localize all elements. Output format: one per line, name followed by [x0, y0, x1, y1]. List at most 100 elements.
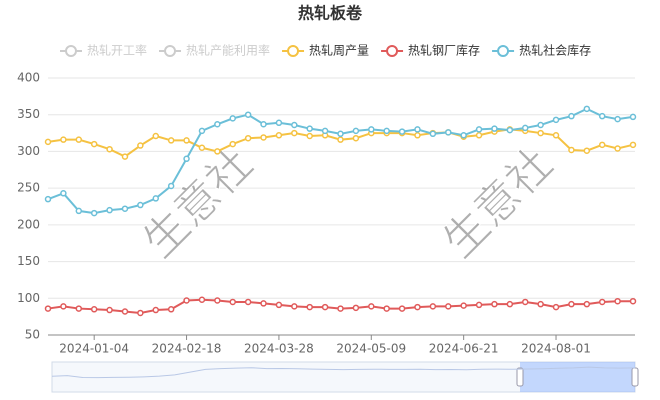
- legend-icon: [65, 45, 77, 57]
- x-tick-label: 2024-05-09: [336, 342, 406, 356]
- zoom-handle[interactable]: [516, 367, 524, 387]
- data-point: [460, 302, 467, 309]
- data-point: [506, 126, 514, 134]
- data-point: [629, 113, 637, 121]
- data-point: [121, 205, 129, 212]
- data-point: [629, 141, 637, 149]
- watermark: 生意社: [434, 139, 563, 268]
- data-point: [460, 132, 467, 139]
- data-point: [521, 298, 529, 306]
- data-point: [306, 303, 313, 311]
- data-point: [429, 130, 437, 138]
- data-point: [568, 300, 575, 308]
- y-tick-label: 150: [17, 254, 40, 268]
- data-point: [598, 112, 606, 120]
- data-point: [106, 206, 113, 214]
- data-point: [583, 300, 591, 308]
- data-point: [260, 134, 267, 141]
- legend-icon: [164, 45, 177, 57]
- x-tick-label: 2024-06-21: [429, 342, 499, 356]
- data-point: [321, 303, 329, 311]
- data-point: [214, 148, 221, 155]
- data-point: [167, 306, 175, 313]
- data-point: [137, 309, 144, 317]
- data-point: [614, 115, 621, 123]
- data-point: [75, 136, 83, 143]
- data-point: [229, 298, 236, 306]
- data-point: [44, 305, 52, 312]
- data-point: [90, 140, 98, 148]
- data-point: [152, 132, 160, 140]
- data-point: [568, 146, 575, 154]
- legend-label[interactable]: 热轧产能利用率: [186, 43, 270, 58]
- data-point: [198, 127, 206, 135]
- legend-icon: [386, 45, 399, 57]
- y-tick-label: 300: [17, 144, 40, 158]
- data-point: [244, 134, 252, 142]
- legend-label[interactable]: 热轧开工率: [87, 43, 147, 58]
- data-point: [183, 297, 190, 304]
- x-tick-label: 2024-01-04: [59, 342, 129, 356]
- data-point: [244, 111, 252, 118]
- watermark: 生意社: [134, 139, 263, 268]
- data-point: [183, 155, 190, 163]
- data-point: [398, 305, 406, 312]
- data-point: [75, 207, 83, 215]
- data-point: [491, 300, 498, 308]
- data-point: [398, 128, 406, 135]
- legend-label[interactable]: 热轧钢厂库存: [408, 43, 480, 58]
- data-point: [106, 306, 113, 314]
- data-point: [167, 137, 175, 144]
- data-point: [352, 304, 360, 312]
- data-point: [121, 153, 129, 160]
- data-point: [229, 140, 236, 148]
- data-point: [275, 119, 283, 127]
- data-point: [552, 303, 560, 311]
- zoom-window[interactable]: [520, 362, 635, 392]
- data-point: [521, 124, 529, 132]
- y-tick-label: 100: [17, 291, 40, 305]
- zoom-handle[interactable]: [631, 367, 639, 387]
- data-point: [552, 116, 560, 124]
- data-point: [260, 300, 267, 307]
- data-point: [275, 132, 283, 139]
- data-point: [537, 129, 544, 137]
- legend-label[interactable]: 热轧社会库存: [519, 43, 591, 58]
- data-point: [137, 201, 144, 209]
- data-point: [614, 145, 621, 152]
- data-point: [152, 306, 160, 314]
- data-point: [321, 127, 329, 135]
- data-point: [368, 303, 375, 310]
- data-point: [475, 132, 483, 139]
- data-point: [414, 303, 421, 311]
- data-point: [629, 297, 637, 305]
- data-point: [60, 136, 67, 143]
- data-point: [44, 195, 52, 203]
- data-point: [614, 297, 621, 305]
- data-point: [475, 301, 483, 309]
- data-point: [337, 136, 344, 143]
- legend-label[interactable]: 热轧周产量: [309, 44, 369, 58]
- data-point: [275, 301, 283, 309]
- chart-title: 热轧板卷: [298, 4, 363, 23]
- data-point: [214, 121, 221, 128]
- data-point: [291, 129, 298, 137]
- data-point: [537, 121, 544, 129]
- data-point: [414, 126, 421, 133]
- data-point: [306, 125, 313, 132]
- y-tick-label: 350: [17, 107, 40, 121]
- data-point: [106, 145, 113, 153]
- data-point: [183, 137, 190, 144]
- data-point: [90, 306, 98, 313]
- data-point: [368, 126, 375, 133]
- data-point: [75, 305, 83, 312]
- data-point: [244, 298, 252, 306]
- y-tick-label: 50: [25, 328, 40, 342]
- legend-icon: [497, 45, 510, 57]
- x-tick-label: 2024-03-28: [244, 342, 314, 356]
- data-point: [383, 305, 390, 312]
- data-point: [198, 144, 206, 152]
- data-point: [121, 308, 129, 315]
- data-point: [414, 132, 421, 139]
